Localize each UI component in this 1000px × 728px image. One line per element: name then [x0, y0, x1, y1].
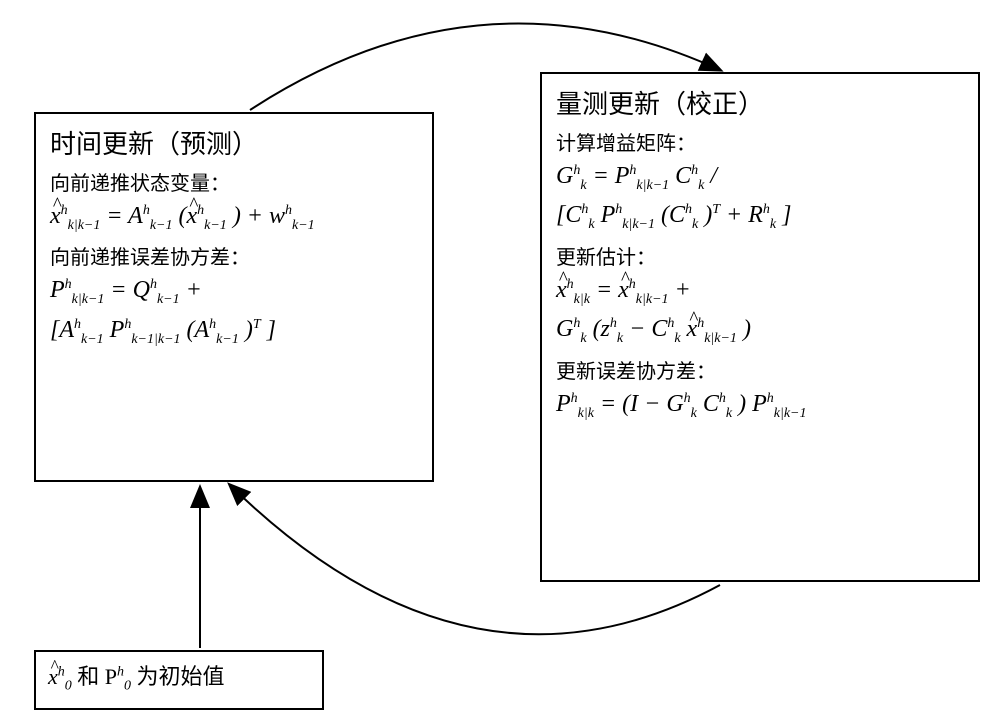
initial-values-box: xh0 和 Ph0 为初始值 — [34, 650, 324, 710]
measurement-update-box: 量测更新（校正） 计算增益矩阵： Ghk = Phk|k−1 Chk / [Ch… — [540, 72, 980, 582]
left-sub2: 向前递推误差协方差： — [50, 241, 418, 270]
right-u2: Ghk (zhk − Chk xhk|k−1 ) — [556, 313, 964, 348]
right-g1: Ghk = Phk|k−1 Chk / — [556, 160, 964, 195]
left-eq3: [Ahk−1 Phk−1|k−1 (Ahk−1 )T ] — [50, 314, 418, 349]
right-u1: xhk|k = xhk|k−1 + — [556, 274, 964, 309]
time-update-box: 时间更新（预测） 向前递推状态变量： xhk|k−1 = Ahk−1 (xhk−… — [34, 112, 434, 482]
right-g2: [Chk Phk|k−1 (Chk )T + Rhk ] — [556, 199, 964, 234]
left-sub1: 向前递推状态变量： — [50, 167, 418, 196]
right-sub2: 更新估计： — [556, 241, 964, 270]
right-sub3: 更新误差协方差： — [556, 355, 964, 384]
right-title: 量测更新（校正） — [556, 84, 964, 121]
left-title: 时间更新（预测） — [50, 124, 418, 161]
left-eq1: xhk|k−1 = Ahk−1 (xhk−1 ) + whk−1 — [50, 200, 418, 235]
right-p1: Phk|k = (I − Ghk Chk ) Phk|k−1 — [556, 388, 964, 423]
right-sub1: 计算增益矩阵： — [556, 127, 964, 156]
left-eq2: Phk|k−1 = Qhk−1 + — [50, 274, 418, 309]
init-eq: xh0 和 Ph0 为初始值 — [48, 662, 310, 696]
